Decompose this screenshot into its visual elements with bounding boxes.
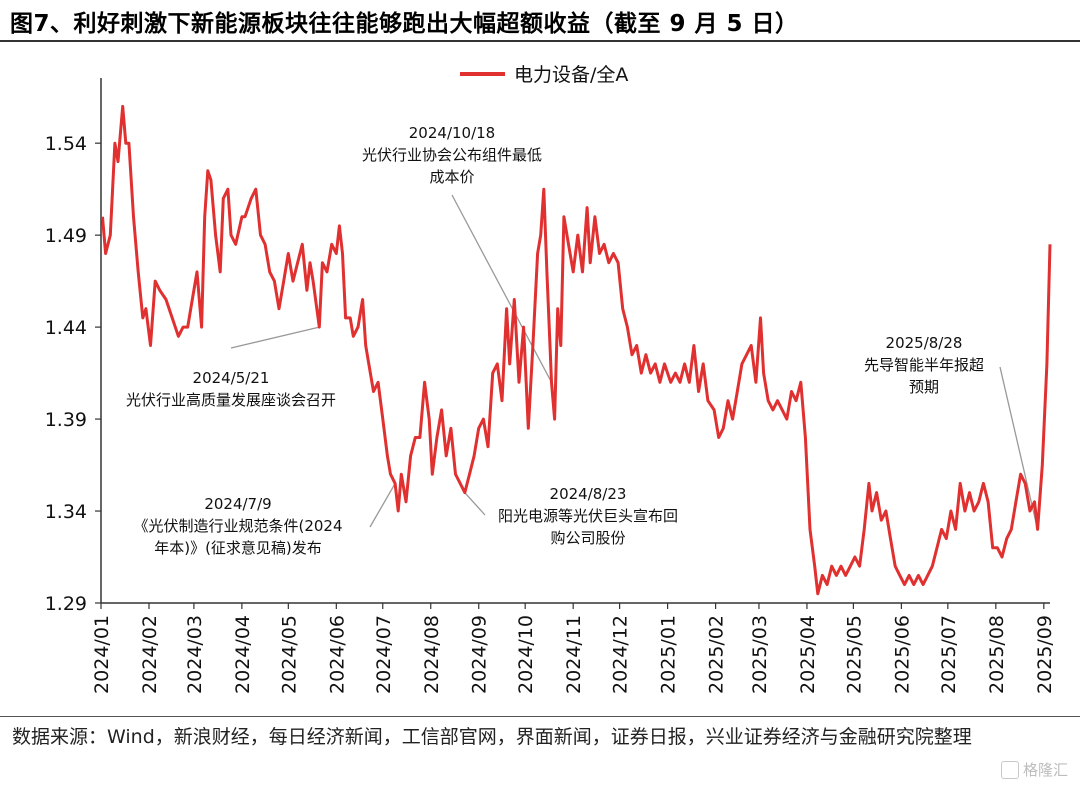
x-tick-label: 2025/01: [658, 615, 680, 694]
annotation-label: 2025/8/28 先导智能半年报超预期: [864, 334, 984, 396]
figure-title: 图7、利好刺激下新能源板块往往能够跑出大幅超额收益（截至 9 月 5 日）: [10, 11, 799, 37]
series-layer: [101, 104, 1052, 596]
y-tick-label: 1.39: [45, 409, 87, 431]
annotation-line: 阳光电源等光伏巨头宣布回: [498, 507, 678, 525]
source-divider: [0, 716, 1080, 717]
annotation-label: 2024/8/23 阳光电源等光伏巨头宣布回购公司股份: [498, 485, 678, 547]
annotation-labels: 2024/5/21 光伏行业高质量发展座谈会召开 2024/7/9 《光伏制造行业规范…: [126, 124, 984, 557]
annotation-label: 2024/7/9 《光伏制造行业规范条件(2024 年本)》(征求意见稿)发布: [133, 495, 342, 557]
annotation-line: 2024/8/23: [550, 485, 627, 503]
axes: [100, 78, 1050, 604]
annotation-line: 年本)》(征求意见稿)发布: [154, 539, 322, 557]
x-axis-ticks: 2024/01 2024/02 2024/03 2024/04 2024/05 2024/…: [91, 603, 1056, 694]
annotation-leader: [999, 366, 1039, 530]
legend: 电力设备/全A: [460, 64, 628, 86]
x-tick-label: 2025/03: [749, 615, 771, 694]
annotation-line: 先导智能半年报超: [864, 356, 984, 374]
title-divider: [0, 40, 1080, 42]
watermark: 格隆汇: [1000, 759, 1068, 780]
x-tick-label: 2024/11: [563, 615, 585, 694]
annotation-line: 2024/5/21: [193, 369, 270, 387]
x-tick-label: 2025/05: [843, 615, 865, 694]
x-tick-label: 2025/07: [938, 615, 960, 694]
x-tick-label: 2025/06: [891, 615, 913, 694]
annotation-leader: [451, 194, 553, 383]
x-tick-label: 2024/07: [373, 615, 395, 694]
annotation-line: 2024/7/9: [204, 495, 271, 513]
x-tick-label: 2024/09: [469, 615, 491, 694]
x-tick-label: 2025/09: [1034, 615, 1056, 694]
annotation-leader: [464, 492, 486, 516]
y-tick-label: 1.54: [45, 133, 87, 155]
annotation-line: 预期: [909, 378, 939, 396]
annotation-leader: [369, 483, 396, 528]
x-tick-label: 2024/01: [91, 615, 113, 694]
y-axis-ticks: 1.29 1.34 1.39 1.44 1.49 1.54: [45, 133, 101, 615]
x-tick-label: 2024/12: [610, 615, 632, 694]
x-tick-label: 2024/06: [326, 615, 348, 694]
x-tick-label: 2024/08: [421, 615, 443, 694]
annotation-line: 光伏行业协会公布组件最低: [362, 146, 542, 164]
annotation-leader: [230, 326, 320, 349]
series-line: [101, 104, 1052, 596]
x-tick-label: 2024/10: [515, 615, 537, 694]
x-tick-label: 2025/02: [706, 615, 728, 694]
annotation-line: 光伏行业高质量发展座谈会召开: [126, 391, 336, 409]
annotation-label: 2024/10/18 光伏行业协会公布组件最低成本价: [362, 124, 542, 186]
annotation-line: 2025/8/28: [886, 334, 963, 352]
watermark-logo-icon: [1000, 760, 1019, 779]
annotation-line: 成本价: [429, 168, 474, 186]
annotation-line: 《光伏制造行业规范条件(2024: [133, 517, 342, 535]
x-tick-label: 2024/02: [139, 615, 161, 694]
y-tick-label: 1.44: [45, 317, 87, 339]
watermark-text: 格隆汇: [1022, 761, 1068, 779]
line-chart: 1.291.341.391.441.491.54 2024/01 2024/02 2…: [45, 64, 1056, 694]
annotation-leader-lines: [230, 194, 1039, 530]
annotation-line: 2024/10/18: [409, 124, 495, 142]
legend-label: 电力设备/全A: [514, 64, 628, 86]
x-tick-label: 2024/05: [278, 615, 300, 694]
annotation-line: 购公司股份: [550, 529, 625, 547]
y-tick-label: 1.29: [45, 593, 87, 615]
y-tick-label: 1.34: [45, 501, 87, 523]
annotation-label: 2024/5/21 光伏行业高质量发展座谈会召开: [126, 369, 336, 409]
x-tick-label: 2025/08: [986, 615, 1008, 694]
x-tick-label: 2025/04: [797, 615, 819, 694]
source-note: 数据来源：Wind，新浪财经，每日经济新闻，工信部官网，界面新闻，证券日报，兴业…: [12, 726, 972, 748]
x-tick-label: 2024/03: [184, 615, 206, 694]
y-tick-label: 1.49: [45, 225, 87, 247]
x-tick-label: 2024/04: [232, 615, 254, 694]
